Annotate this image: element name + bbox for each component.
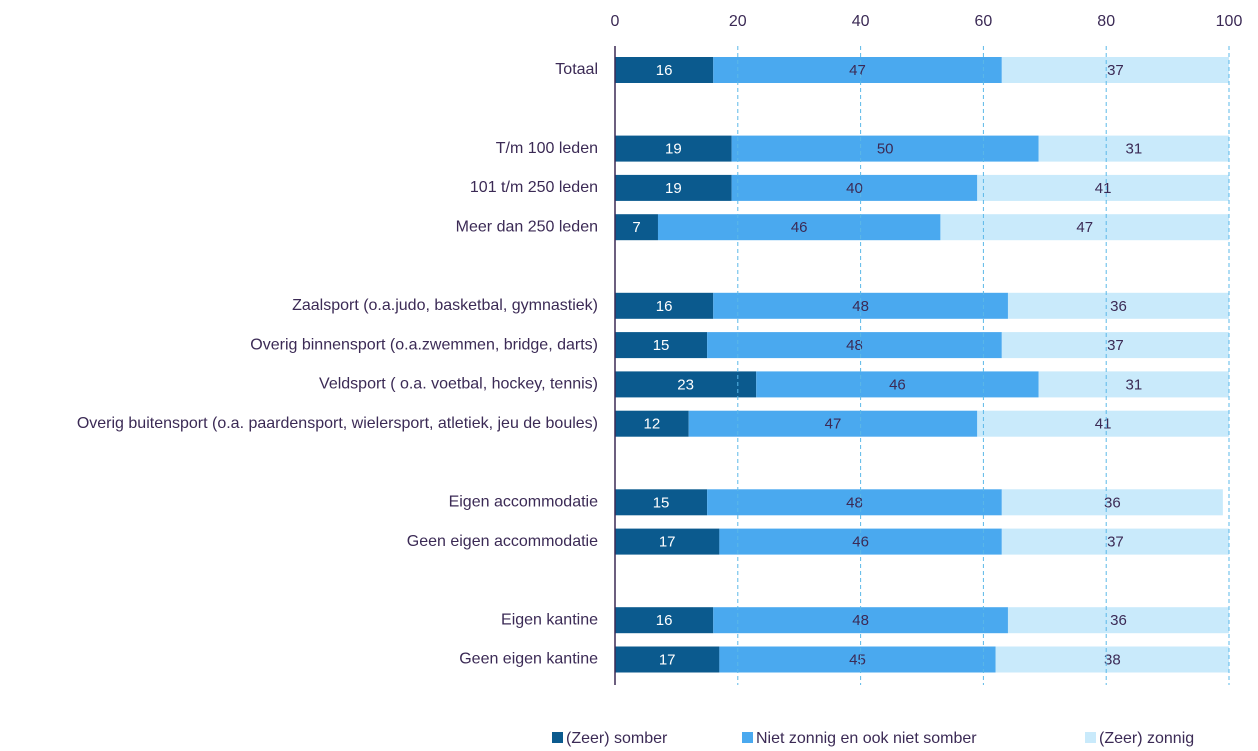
bar-segment xyxy=(615,214,658,241)
bar-segment xyxy=(615,174,732,201)
bar-segment xyxy=(688,410,978,437)
data-label: 46 xyxy=(889,376,906,393)
bar-segment xyxy=(615,371,757,398)
data-label: 40 xyxy=(846,180,863,197)
bar-segment xyxy=(1001,528,1229,555)
bar-segment xyxy=(615,57,714,83)
data-label: 36 xyxy=(1110,612,1127,629)
category-label: Eigen kantine xyxy=(501,611,598,628)
category-label: T/m 100 leden xyxy=(496,140,598,157)
bar-segment xyxy=(615,410,689,437)
data-label: 31 xyxy=(1125,376,1142,393)
bar-segment xyxy=(1001,489,1223,516)
data-label: 17 xyxy=(659,651,676,668)
bar-segment xyxy=(707,332,1002,359)
data-label: 36 xyxy=(1110,298,1127,315)
legend-swatch xyxy=(552,732,563,743)
data-label: 46 xyxy=(852,534,869,551)
data-label: 16 xyxy=(656,298,673,315)
data-label: 48 xyxy=(846,337,863,354)
data-label: 36 xyxy=(1104,494,1121,511)
category-label: Geen eigen accommodatie xyxy=(407,533,598,550)
bar-segment xyxy=(1007,292,1229,319)
category-label: Zaalsport (o.a.judo, basketbal, gymnasti… xyxy=(292,297,598,314)
bar-segment xyxy=(657,214,941,241)
legend-label: (Zeer) zonnig xyxy=(1099,730,1194,747)
bar-segment xyxy=(977,174,1229,201)
bar-segment xyxy=(1007,607,1229,634)
data-label: 47 xyxy=(1076,219,1093,236)
x-tick-label: 100 xyxy=(1216,13,1243,30)
data-label: 37 xyxy=(1107,337,1124,354)
bar-segment xyxy=(615,607,714,634)
category-label: Totaal xyxy=(555,61,598,78)
category-label: Overig binnensport (o.a.zwemmen, bridge,… xyxy=(250,336,598,353)
data-label: 46 xyxy=(791,219,808,236)
category-label: Eigen accommodatie xyxy=(449,494,599,511)
data-label: 50 xyxy=(877,141,894,158)
bar-segment xyxy=(615,489,708,516)
data-label: 17 xyxy=(659,534,676,551)
data-label: 12 xyxy=(643,416,660,433)
data-label: 38 xyxy=(1104,651,1121,668)
data-label: 15 xyxy=(653,337,670,354)
category-label: 101 t/m 250 leden xyxy=(470,179,598,196)
x-tick-label: 20 xyxy=(729,13,747,30)
data-label: 16 xyxy=(656,612,673,629)
bar-segment xyxy=(731,135,1039,162)
x-tick-label: 80 xyxy=(1097,13,1115,30)
bar-segment xyxy=(1038,371,1229,398)
bar-segment xyxy=(719,646,996,673)
data-label: 47 xyxy=(849,62,866,79)
bar-segment xyxy=(1038,135,1229,162)
category-label: Geen eigen kantine xyxy=(459,651,598,668)
bar-segment xyxy=(615,332,708,359)
bar-segment xyxy=(615,135,732,162)
category-label: Meer dan 250 leden xyxy=(456,218,598,235)
x-tick-label: 60 xyxy=(975,13,993,30)
x-tick-label: 40 xyxy=(852,13,870,30)
legend-label: (Zeer) somber xyxy=(566,730,668,747)
data-label: 7 xyxy=(632,219,640,236)
bar-segment xyxy=(713,57,1002,83)
data-label: 16 xyxy=(656,62,673,79)
data-label: 45 xyxy=(849,651,866,668)
data-label: 23 xyxy=(677,376,694,393)
legend-swatch xyxy=(1085,732,1096,743)
data-label: 31 xyxy=(1125,141,1142,158)
data-label: 15 xyxy=(653,494,670,511)
data-label: 19 xyxy=(665,180,682,197)
data-label: 37 xyxy=(1107,62,1124,79)
legend-label: Niet zonnig en ook niet somber xyxy=(756,730,977,747)
bar-segment xyxy=(756,371,1039,398)
bar-segment xyxy=(995,646,1229,673)
data-label: 47 xyxy=(825,416,842,433)
bar-segment xyxy=(1001,57,1229,83)
x-tick-label: 0 xyxy=(611,13,620,30)
bar-segment xyxy=(1001,332,1229,359)
bar-segment xyxy=(615,528,720,555)
data-label: 41 xyxy=(1095,416,1112,433)
data-label: 41 xyxy=(1095,180,1112,197)
bar-segment xyxy=(615,292,714,319)
bar-segment xyxy=(977,410,1229,437)
category-label: Veldsport ( o.a. voetbal, hockey, tennis… xyxy=(319,376,598,393)
bar-segment xyxy=(707,489,1002,516)
legend-swatch xyxy=(742,732,753,743)
data-label: 37 xyxy=(1107,534,1124,551)
category-label: Overig buitensport (o.a. paardensport, w… xyxy=(77,415,598,432)
data-label: 19 xyxy=(665,141,682,158)
bar-segment xyxy=(615,646,720,673)
data-label: 48 xyxy=(846,494,863,511)
bar-segment xyxy=(731,174,978,201)
bar-segment xyxy=(940,214,1229,241)
